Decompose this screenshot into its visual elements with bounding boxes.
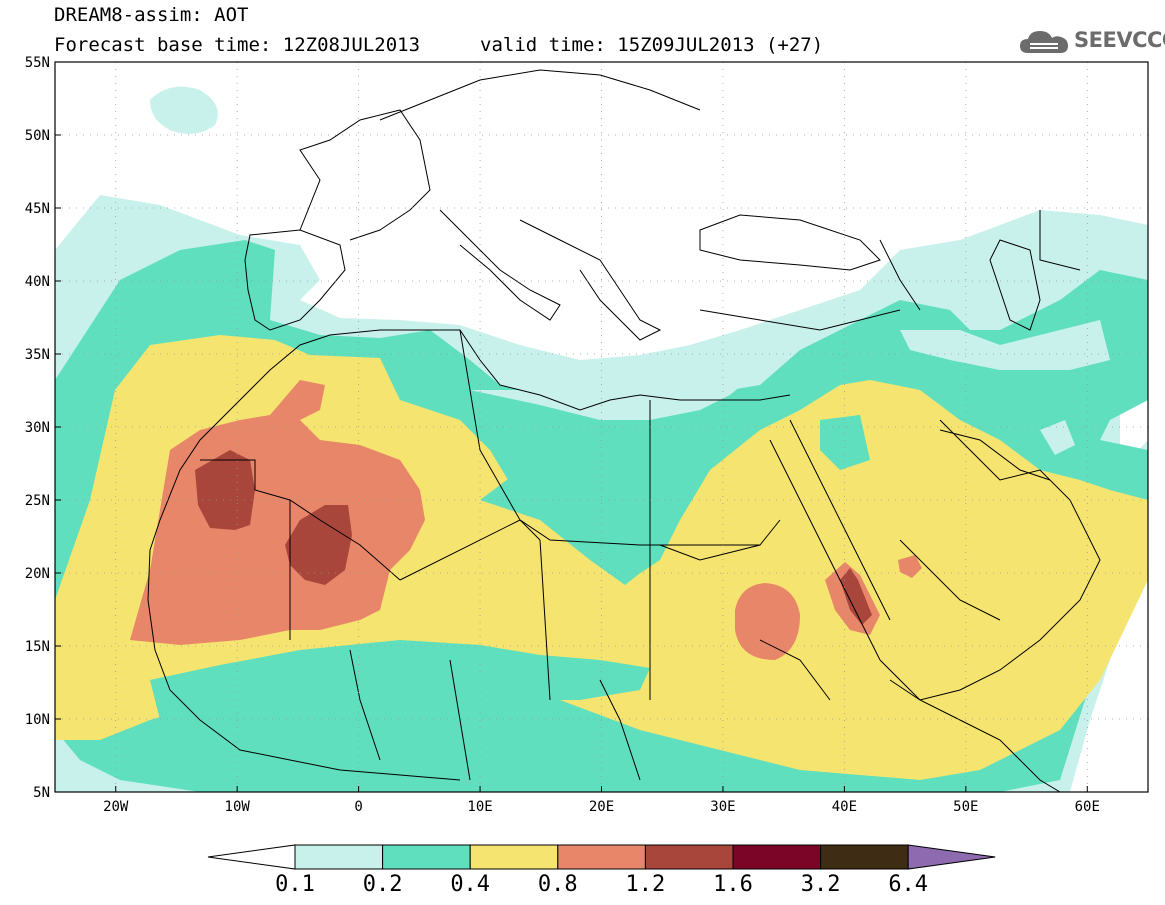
colorbar-max-arrow xyxy=(907,844,996,870)
colorbar-label: 3.2 xyxy=(801,872,841,897)
seevccc-logo: SEEVCCC xyxy=(1018,26,1165,56)
lon-tick-label: 50E xyxy=(953,799,978,815)
colorbar: 0.1 0.2 0.4 0.8 1.2 1.6 3.2 6.4 xyxy=(207,844,996,897)
lat-tick-label: 40N xyxy=(25,274,50,290)
colorbar-label: 0.4 xyxy=(450,872,490,897)
lon-tick-label: 60E xyxy=(1075,799,1100,815)
lon-tick-label: 30E xyxy=(710,799,735,815)
colorbar-swatch xyxy=(469,844,559,870)
colorbar-label: 0.1 xyxy=(275,872,315,897)
lat-tick-label: 45N xyxy=(25,201,50,217)
aot-contour-0.1-b xyxy=(150,86,218,134)
aot-contour-0.2-band xyxy=(150,640,650,720)
aot-contour-0.1-caspian xyxy=(900,320,1110,370)
lat-tick-label: 55N xyxy=(25,55,50,71)
colorbar-min-arrow xyxy=(207,844,296,870)
colorbar-swatch xyxy=(382,844,471,870)
colorbar-label: 0.2 xyxy=(363,872,403,897)
lat-tick-label: 15N xyxy=(25,639,50,655)
lon-tick-label: 40E xyxy=(832,799,857,815)
lat-tick-label: 20N xyxy=(25,566,50,582)
colorbar-label: 6.4 xyxy=(888,872,928,897)
logo-text: SEEVCCC xyxy=(1074,28,1165,52)
aot-contour-1.2-c xyxy=(840,568,872,625)
aot-field xyxy=(55,62,1148,792)
colorbar-swatch xyxy=(644,844,734,870)
aot-contour-0.8-sudan xyxy=(735,583,800,660)
colorbar-label: 1.2 xyxy=(626,872,666,897)
lat-tick-label: 25N xyxy=(25,493,50,509)
lat-tick-label: 35N xyxy=(25,347,50,363)
map-subtitle: Forecast base time: 12Z08JUL2013 valid ti… xyxy=(54,34,823,56)
lat-tick-label: 5N xyxy=(33,785,50,801)
aot-contour-0.1-gulf xyxy=(1040,420,1075,455)
aot-contour-1.2-b xyxy=(285,505,352,585)
lat-tick-label: 50N xyxy=(25,128,50,144)
lon-tick-label: 20E xyxy=(589,799,614,815)
colorbar-label: 0.8 xyxy=(538,872,578,897)
latitude-axis: 55N 50N 45N 40N 35N 30N 25N 20N 15N 10N 5N xyxy=(25,55,61,801)
longitude-axis: 20W 10W 0 10E 20E 30E 40E 50E 60E xyxy=(103,786,1100,815)
colorbar-swatch xyxy=(294,844,384,870)
aot-contour-0.2-sahara xyxy=(480,460,700,585)
aot-contour-0.8 xyxy=(130,380,425,645)
lon-tick-label: 0 xyxy=(354,799,362,815)
valid-time-label: valid time: 15Z09JUL2013 (+27) xyxy=(480,34,824,56)
cloud-icon xyxy=(1020,31,1068,53)
lat-tick-label: 10N xyxy=(25,712,50,728)
lat-lon-grid xyxy=(55,62,1148,792)
country-borders xyxy=(147,69,1101,792)
aot-contour-0.2-arabia xyxy=(820,415,870,470)
lon-tick-label: 20W xyxy=(103,799,129,815)
colorbar-label: 1.6 xyxy=(713,872,753,897)
colorbar-swatch xyxy=(732,844,822,870)
base-time-label: Forecast base time: 12Z08JUL2013 xyxy=(54,34,421,56)
aot-contour-1.2 xyxy=(195,450,255,530)
map-title: DREAM8-assim: AOT xyxy=(54,4,249,26)
colorbar-swatch xyxy=(820,844,909,870)
aot-contour-0.8-yemen xyxy=(898,555,922,578)
aot-contour-0.1-inner xyxy=(470,350,780,420)
lon-tick-label: 10W xyxy=(225,799,251,815)
lon-tick-label: 10E xyxy=(467,799,492,815)
colorbar-swatch xyxy=(557,844,646,870)
lat-tick-label: 30N xyxy=(25,420,50,436)
